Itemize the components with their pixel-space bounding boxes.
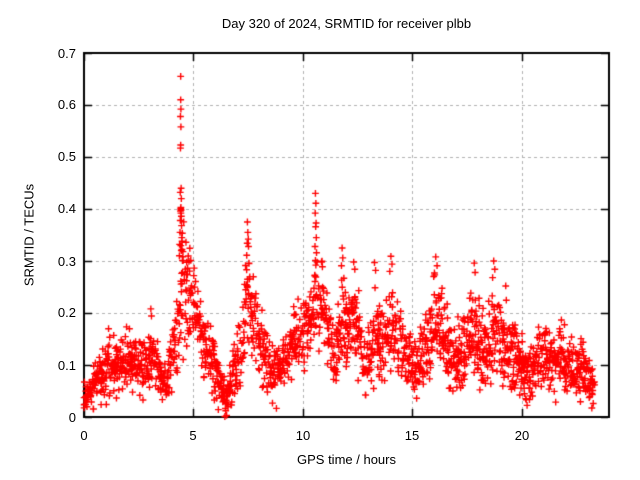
- y-tick-label: 0.5: [57, 149, 76, 164]
- y-tick-label: 0.4: [57, 201, 76, 216]
- x-tick-label: 5: [189, 428, 197, 443]
- y-axis-label: SRMTID / TECUs: [21, 183, 37, 287]
- x-tick-label: 10: [295, 428, 311, 443]
- y-tick-label: 0.2: [57, 305, 76, 320]
- x-tick-label: 20: [514, 428, 530, 443]
- y-tick-label: 0.6: [57, 97, 76, 112]
- x-axis-label: GPS time / hours: [297, 452, 396, 467]
- y-tick-label: 0: [68, 410, 76, 425]
- chart-title: Day 320 of 2024, SRMTID for receiver plb…: [221, 16, 472, 31]
- y-tick-label: 0.1: [57, 358, 76, 373]
- scatter-plot-canvas: [76, 45, 617, 425]
- x-tick-label: 15: [404, 428, 420, 443]
- y-tick-label: 0.7: [57, 46, 76, 61]
- y-tick-label: 0.3: [57, 254, 76, 269]
- x-tick-label: 0: [80, 428, 88, 443]
